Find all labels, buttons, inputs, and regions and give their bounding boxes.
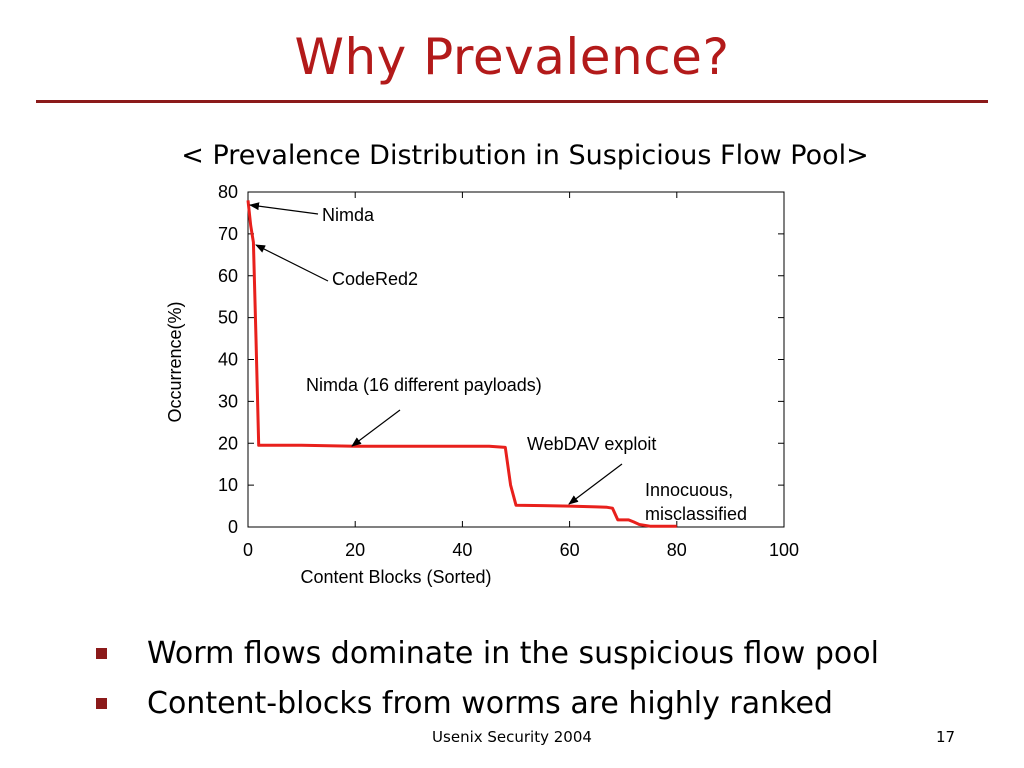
- y-tick-label: 70: [218, 224, 238, 244]
- x-tick-label: 40: [452, 540, 472, 560]
- x-axis: 0 20 40 60 80 100: [243, 192, 799, 560]
- bullet-text: Content-blocks from worms are highly ran…: [147, 685, 833, 721]
- y-axis-label: Occurrence(%): [165, 301, 185, 422]
- nimda-arrow: [249, 202, 319, 215]
- x-tick-label: 80: [667, 540, 687, 560]
- annotation-webdav: WebDAV exploit: [527, 434, 656, 454]
- annotation-nimda: Nimda: [322, 205, 375, 225]
- y-tick-label: 40: [218, 350, 238, 370]
- y-tick-label: 0: [228, 517, 238, 537]
- codered2-arrow: [255, 244, 329, 282]
- square-bullet-icon: [96, 647, 107, 659]
- annotation-innocuous: Innocuous,: [645, 480, 733, 500]
- y-tick-label: 50: [218, 308, 238, 328]
- square-bullet-icon: [96, 697, 107, 709]
- x-tick-label: 0: [243, 540, 253, 560]
- page-number: 17: [936, 728, 956, 746]
- webdav-arrow: [568, 463, 623, 505]
- x-tick-label: 100: [769, 540, 799, 560]
- x-axis-label: Content Blocks (Sorted): [300, 567, 491, 587]
- nimda-payloads-arrow: [351, 409, 401, 447]
- bullet-item: Worm flows dominate in the suspicious fl…: [96, 628, 879, 678]
- footer-text: Usenix Security 2004: [432, 728, 592, 746]
- prevalence-series-line: [246, 200, 677, 528]
- y-tick-label: 80: [218, 182, 238, 202]
- y-tick-label: 20: [218, 433, 238, 453]
- plot-frame: [247, 191, 785, 528]
- bullet-item: Content-blocks from worms are highly ran…: [96, 678, 879, 728]
- bullet-list: Worm flows dominate in the suspicious fl…: [96, 628, 879, 728]
- x-tick-label: 60: [560, 540, 580, 560]
- chart-subtitle: < Prevalence Distribution in Suspicious …: [181, 140, 869, 171]
- x-tick-label: 20: [345, 540, 365, 560]
- annotation-nimda-payloads: Nimda (16 different payloads): [306, 375, 542, 395]
- y-tick-label: 60: [218, 266, 238, 286]
- bullet-text: Worm flows dominate in the suspicious fl…: [147, 635, 879, 671]
- slide-title: Why Prevalence?: [294, 28, 730, 86]
- y-tick-label: 10: [218, 475, 238, 495]
- prevalence-chart: 0 20 40 60 80 100 0 10 20 30 40 50 60 70 80 Content B…: [165, 182, 799, 587]
- annotation-misclassified: misclassified: [645, 504, 747, 524]
- title-divider: [36, 100, 988, 103]
- y-tick-label: 30: [218, 391, 238, 411]
- annotation-codered2: CodeRed2: [332, 269, 418, 289]
- y-axis: 0 10 20 30 40 50 60 70 80: [218, 182, 784, 537]
